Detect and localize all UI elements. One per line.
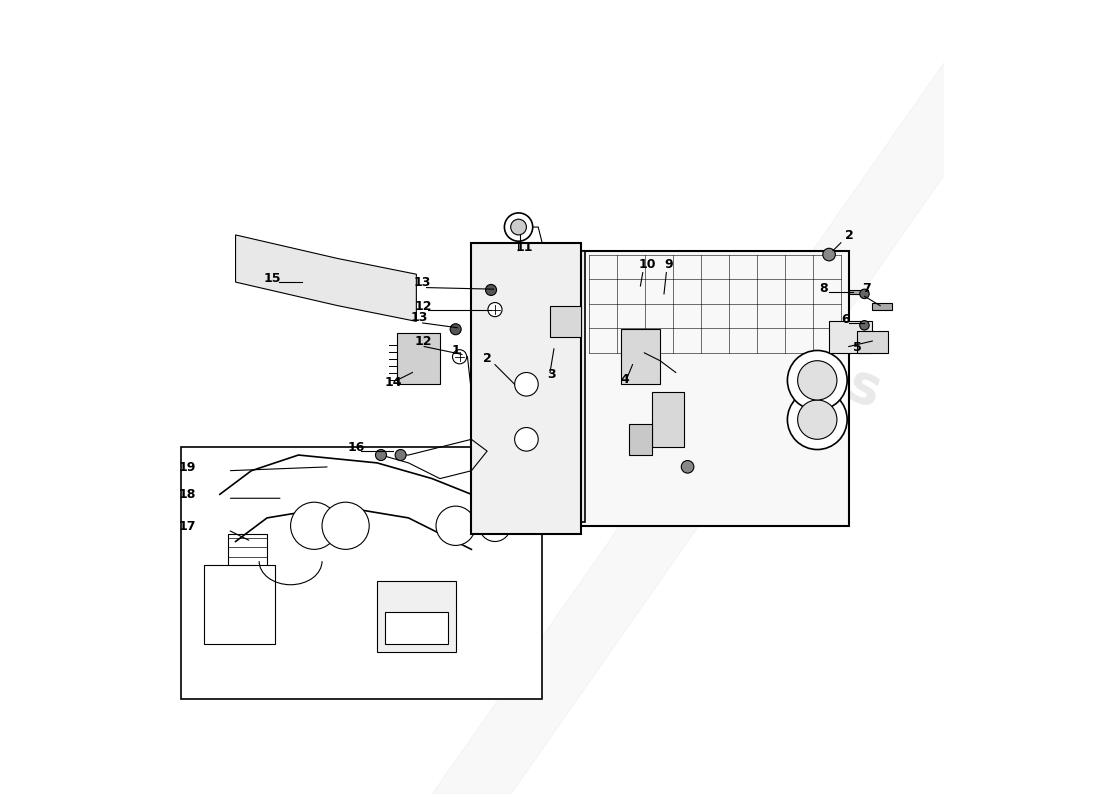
Circle shape (436, 506, 475, 546)
Circle shape (515, 373, 538, 396)
Text: 17: 17 (179, 520, 196, 533)
Bar (872, 303, 892, 310)
Bar (472, 242, 582, 534)
Bar (857, 331, 888, 353)
Text: 15: 15 (263, 272, 280, 285)
Text: 2: 2 (845, 229, 854, 242)
Bar (385, 612, 448, 644)
Bar (829, 322, 872, 353)
Circle shape (515, 427, 538, 451)
Circle shape (798, 361, 837, 400)
Circle shape (823, 248, 835, 261)
Text: 9: 9 (664, 258, 673, 271)
Circle shape (485, 285, 496, 295)
Bar (849, 290, 868, 294)
Text: a passion for parts 1985: a passion for parts 1985 (552, 394, 784, 485)
Bar (515, 250, 585, 522)
Text: 14: 14 (385, 376, 403, 389)
Text: 5: 5 (852, 342, 861, 354)
Bar (205, 565, 275, 644)
Polygon shape (235, 235, 417, 322)
Circle shape (450, 324, 461, 334)
Circle shape (395, 450, 406, 461)
Circle shape (452, 350, 466, 364)
Bar (620, 330, 660, 384)
Circle shape (860, 321, 869, 330)
Text: 11: 11 (516, 241, 532, 254)
Circle shape (788, 390, 847, 450)
Text: 4: 4 (620, 373, 629, 386)
Circle shape (290, 502, 338, 550)
Circle shape (681, 461, 694, 473)
Bar (180, 447, 542, 698)
Bar (652, 392, 683, 447)
Bar (377, 581, 455, 651)
Bar (565, 250, 849, 526)
Text: Eurospares: Eurospares (558, 256, 889, 418)
Text: 16: 16 (348, 441, 364, 454)
Bar (550, 306, 582, 337)
Text: 12: 12 (415, 335, 432, 348)
Text: 18: 18 (179, 488, 196, 502)
Text: 10: 10 (639, 258, 657, 271)
Circle shape (505, 213, 532, 242)
Circle shape (798, 400, 837, 439)
Text: 1: 1 (452, 345, 461, 358)
Text: 8: 8 (820, 282, 828, 294)
Circle shape (488, 302, 502, 317)
Text: 2: 2 (483, 352, 492, 366)
Bar (397, 333, 440, 384)
Circle shape (480, 510, 510, 542)
Circle shape (322, 502, 370, 550)
Circle shape (375, 450, 386, 461)
Text: 19: 19 (179, 461, 196, 474)
Text: 7: 7 (862, 282, 871, 294)
Text: 3: 3 (548, 368, 557, 381)
Bar (628, 423, 652, 455)
Text: 6: 6 (840, 313, 849, 326)
Circle shape (860, 289, 869, 298)
Text: 13: 13 (411, 311, 428, 324)
Circle shape (510, 219, 527, 235)
Circle shape (788, 350, 847, 410)
Text: 12: 12 (415, 299, 432, 313)
Text: 13: 13 (414, 276, 431, 289)
